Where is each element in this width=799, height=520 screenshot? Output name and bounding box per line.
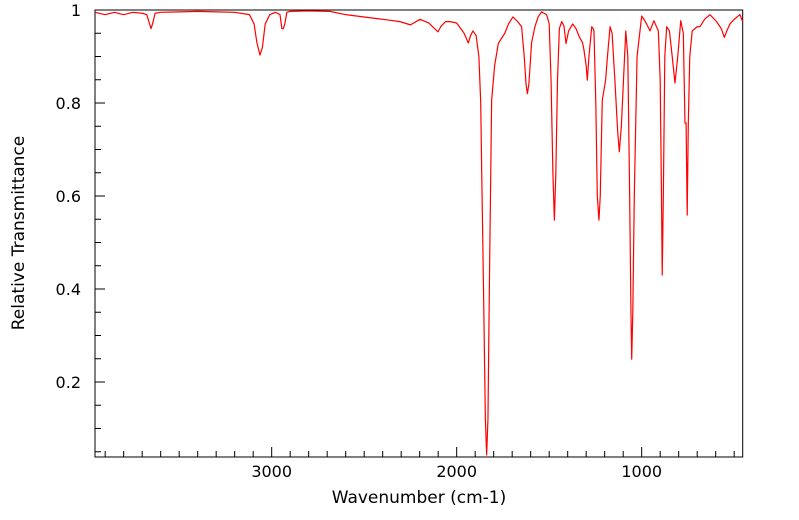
x-tick-label: 2000 — [436, 462, 477, 481]
y-tick-label: 0.6 — [56, 187, 81, 206]
y-tick-label: 0.2 — [56, 373, 81, 392]
y-tick-label: 0.8 — [56, 94, 81, 113]
x-axis-label: Wavenumber (cm-1) — [332, 488, 507, 508]
spectrum-line — [94, 10, 744, 456]
y-axis-label: Relative Transmittance — [9, 136, 29, 331]
axis-ticks: 3000 2000 1000 0.2 0.4 0.6 0.8 1 — [56, 1, 735, 481]
x-tick-label: 3000 — [251, 462, 292, 481]
y-tick-label: 0.4 — [56, 280, 81, 299]
x-tick-label: 1000 — [621, 462, 662, 481]
series-layer — [94, 10, 744, 456]
plot-frame — [94, 9, 744, 458]
y-tick-label: 1 — [71, 1, 81, 20]
